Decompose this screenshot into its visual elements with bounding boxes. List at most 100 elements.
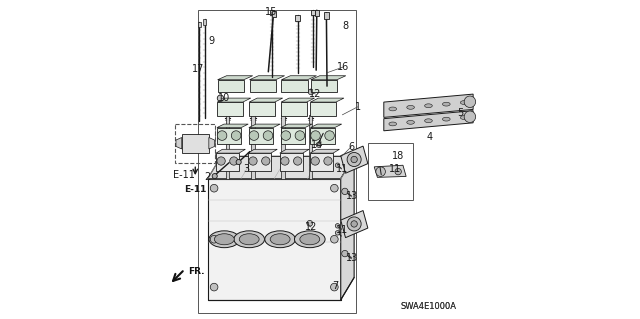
Text: 6: 6: [348, 142, 355, 152]
Polygon shape: [209, 137, 214, 149]
Circle shape: [316, 142, 321, 147]
Circle shape: [464, 96, 476, 108]
Bar: [282, 115, 285, 179]
Text: 9: 9: [209, 36, 214, 47]
Circle shape: [217, 157, 225, 165]
Bar: [368, 143, 413, 200]
Polygon shape: [249, 98, 283, 102]
Bar: [225, 115, 229, 179]
Circle shape: [342, 250, 348, 257]
Ellipse shape: [214, 234, 234, 245]
Polygon shape: [218, 98, 251, 102]
Text: 11: 11: [389, 164, 401, 174]
Polygon shape: [249, 128, 273, 144]
Circle shape: [324, 131, 334, 140]
Polygon shape: [249, 102, 275, 116]
Circle shape: [330, 283, 338, 291]
Bar: [203, 19, 207, 25]
Polygon shape: [249, 124, 280, 128]
Polygon shape: [384, 94, 473, 117]
Bar: [198, 10, 356, 313]
Text: 3: 3: [244, 164, 250, 174]
Bar: [271, 11, 276, 17]
Circle shape: [335, 224, 340, 228]
Circle shape: [294, 157, 302, 165]
Ellipse shape: [300, 234, 320, 245]
Text: SWA4E1000A: SWA4E1000A: [401, 302, 456, 311]
Ellipse shape: [294, 231, 325, 248]
Polygon shape: [182, 134, 209, 153]
Polygon shape: [208, 179, 340, 300]
Circle shape: [281, 157, 289, 165]
Polygon shape: [208, 156, 354, 179]
Polygon shape: [248, 153, 271, 171]
Circle shape: [218, 95, 223, 101]
Circle shape: [262, 157, 270, 165]
Circle shape: [212, 174, 218, 179]
Text: 16: 16: [337, 62, 349, 72]
Text: 14: 14: [310, 140, 323, 150]
Ellipse shape: [442, 117, 450, 121]
Polygon shape: [310, 102, 336, 116]
Circle shape: [330, 184, 338, 192]
Polygon shape: [248, 149, 277, 153]
Text: FR.: FR.: [189, 267, 205, 276]
Ellipse shape: [407, 106, 415, 109]
Ellipse shape: [270, 234, 290, 245]
Ellipse shape: [265, 231, 296, 248]
Polygon shape: [217, 128, 241, 144]
Polygon shape: [310, 149, 339, 153]
Circle shape: [295, 131, 305, 140]
Circle shape: [464, 111, 476, 122]
Polygon shape: [176, 137, 182, 149]
Polygon shape: [310, 153, 333, 171]
Polygon shape: [340, 146, 368, 173]
Polygon shape: [311, 76, 346, 80]
Circle shape: [351, 221, 357, 227]
Text: 11: 11: [335, 164, 348, 174]
Ellipse shape: [389, 107, 397, 111]
Ellipse shape: [407, 121, 415, 124]
Bar: [198, 22, 202, 27]
Circle shape: [263, 131, 273, 140]
Polygon shape: [218, 80, 244, 92]
Circle shape: [335, 231, 340, 235]
Circle shape: [347, 152, 361, 167]
Polygon shape: [282, 80, 308, 92]
Polygon shape: [384, 111, 473, 131]
Text: SWA4E1000A: SWA4E1000A: [401, 302, 456, 311]
Text: 1: 1: [355, 102, 361, 112]
Polygon shape: [216, 149, 245, 153]
Circle shape: [211, 235, 218, 243]
Text: 4: 4: [427, 132, 433, 142]
Circle shape: [211, 283, 218, 291]
Bar: [308, 115, 312, 179]
Text: 11: 11: [335, 225, 348, 235]
Polygon shape: [218, 76, 253, 80]
Polygon shape: [281, 124, 312, 128]
Text: E-11: E-11: [184, 185, 207, 194]
Polygon shape: [310, 124, 342, 128]
Bar: [324, 12, 329, 19]
Text: 10: 10: [218, 93, 230, 103]
Circle shape: [307, 220, 313, 226]
Text: 8: 8: [342, 20, 349, 31]
Ellipse shape: [424, 104, 432, 108]
Polygon shape: [281, 98, 315, 102]
Circle shape: [211, 184, 218, 192]
Text: 5: 5: [457, 108, 463, 118]
Bar: [175, 124, 216, 163]
Ellipse shape: [239, 234, 259, 245]
Polygon shape: [311, 80, 337, 92]
Text: 12: 12: [309, 89, 322, 99]
Text: 18: 18: [392, 151, 404, 161]
Text: E-11: E-11: [173, 170, 195, 180]
Polygon shape: [280, 153, 303, 171]
Circle shape: [330, 235, 338, 243]
Circle shape: [335, 163, 340, 167]
Circle shape: [324, 157, 332, 165]
Bar: [251, 115, 255, 179]
Circle shape: [230, 157, 238, 165]
Circle shape: [395, 168, 401, 175]
Circle shape: [281, 131, 291, 140]
